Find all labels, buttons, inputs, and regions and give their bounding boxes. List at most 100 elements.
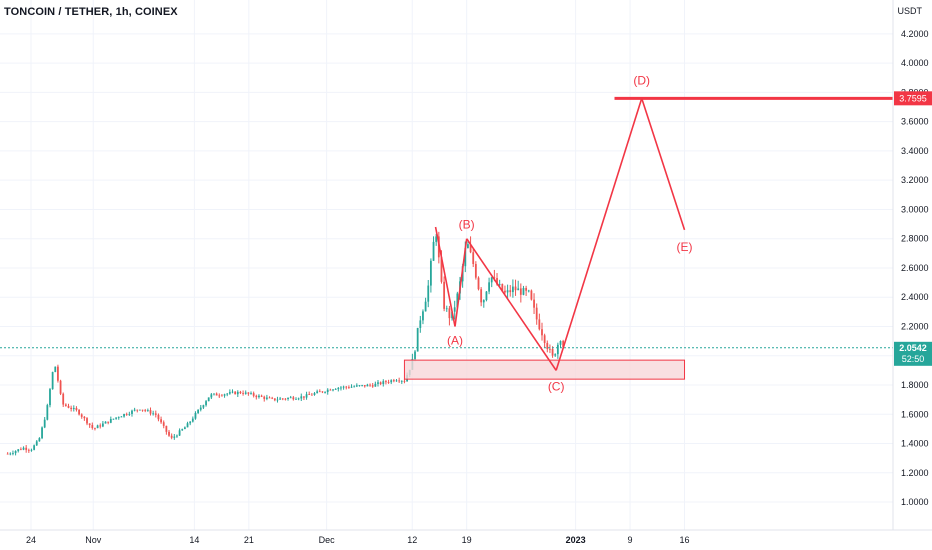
price-tick-label: 1.2000 xyxy=(901,468,929,478)
candle-body xyxy=(509,290,512,293)
wave-segment[interactable] xyxy=(434,226,456,327)
candle-body xyxy=(250,393,252,394)
candle-body xyxy=(80,414,83,417)
candle-body xyxy=(556,344,559,355)
candle-body xyxy=(271,397,274,399)
candle-body xyxy=(527,290,530,292)
candle-body xyxy=(75,407,78,410)
candle-body xyxy=(263,396,266,399)
wave-segment[interactable] xyxy=(640,98,686,231)
price-tick-label: 4.0000 xyxy=(901,58,929,68)
candle-body xyxy=(59,380,62,394)
candle-body xyxy=(279,398,282,400)
wave-label: (D) xyxy=(633,73,650,87)
price-tick-label: 3.0000 xyxy=(901,204,929,214)
candle-body xyxy=(189,421,192,424)
candle-body xyxy=(300,396,303,399)
candle-body xyxy=(541,329,543,336)
candle-body xyxy=(498,284,501,285)
price-tick-label: 1.0000 xyxy=(901,497,929,507)
candle-body xyxy=(551,348,554,356)
candle-body xyxy=(395,380,398,382)
candle-body xyxy=(247,392,250,394)
candlestick-series xyxy=(6,231,565,456)
candle-body xyxy=(435,236,438,242)
candle-body xyxy=(361,385,364,386)
candle-body xyxy=(239,391,242,394)
candle-body xyxy=(228,392,231,394)
candle-body xyxy=(392,380,395,382)
candle-body xyxy=(17,449,20,452)
candle-body xyxy=(83,416,86,419)
candle-body xyxy=(218,395,221,397)
candle-body xyxy=(268,397,271,399)
candle-body xyxy=(117,417,120,419)
time-tick-label: 24 xyxy=(26,535,36,545)
price-tick-label: 2.4000 xyxy=(901,292,929,302)
candle-body xyxy=(131,410,133,414)
candle-body xyxy=(128,413,131,415)
last-price-label: 2.0542 52:50 xyxy=(894,341,932,366)
candle-body xyxy=(176,435,178,437)
candle-body xyxy=(448,308,451,319)
candle-body xyxy=(160,419,162,423)
time-tick-label: 14 xyxy=(189,535,199,545)
candle-body xyxy=(242,393,244,394)
candle-body xyxy=(511,286,514,293)
candle-body xyxy=(223,394,226,396)
candle-body xyxy=(416,327,419,352)
candle-body xyxy=(554,354,557,356)
candle-body xyxy=(133,409,136,411)
candle-body xyxy=(139,409,141,411)
candle-body xyxy=(33,445,36,450)
candle-body xyxy=(146,410,149,411)
candle-body xyxy=(78,409,80,415)
candle-body xyxy=(485,291,488,301)
wave-path[interactable] xyxy=(434,98,686,371)
candle-body xyxy=(141,409,144,411)
candle-body xyxy=(422,311,424,321)
candle-body xyxy=(205,401,207,406)
time-tick-label: Dec xyxy=(319,535,336,545)
candle-body xyxy=(255,395,258,398)
candle-body xyxy=(170,435,173,438)
candle-body xyxy=(366,384,369,387)
candle-body xyxy=(429,260,432,286)
candle-body xyxy=(443,281,446,309)
candle-body xyxy=(329,389,332,391)
wave-segment[interactable] xyxy=(466,238,557,371)
wave-label: (E) xyxy=(677,240,693,254)
candle-body xyxy=(9,453,12,455)
price-tick-label: 2.2000 xyxy=(901,321,929,331)
candle-body xyxy=(363,385,366,387)
candle-body xyxy=(358,385,361,387)
candle-body xyxy=(244,392,247,394)
candle-body xyxy=(57,366,59,381)
candle-body xyxy=(236,391,239,395)
time-tick-label: Nov xyxy=(85,535,102,545)
price-tick-label: 3.6000 xyxy=(901,117,929,127)
time-axis[interactable]: 24 Nov 14 21 Dec 12 19 2023 9 16 xyxy=(26,535,690,545)
candle-body xyxy=(123,413,125,417)
candle-body xyxy=(14,451,17,454)
candle-body xyxy=(543,335,546,343)
candle-body xyxy=(38,438,41,442)
demand-zone-rectangle[interactable] xyxy=(403,359,686,380)
candle-body xyxy=(287,397,289,400)
candle-body xyxy=(260,395,263,397)
candle-body xyxy=(467,244,469,249)
candle-body xyxy=(345,386,348,388)
candle-body xyxy=(477,277,480,290)
wave-segment[interactable] xyxy=(454,238,468,327)
candle-body xyxy=(276,399,279,401)
candle-body xyxy=(91,425,94,428)
time-tick-label: 19 xyxy=(462,535,472,545)
wave-segment[interactable] xyxy=(555,98,643,371)
candle-body xyxy=(64,404,67,406)
candle-body xyxy=(213,393,215,395)
candle-body xyxy=(173,436,176,438)
candle-body xyxy=(88,423,91,426)
candle-body xyxy=(168,431,170,436)
candle-body xyxy=(326,389,329,392)
